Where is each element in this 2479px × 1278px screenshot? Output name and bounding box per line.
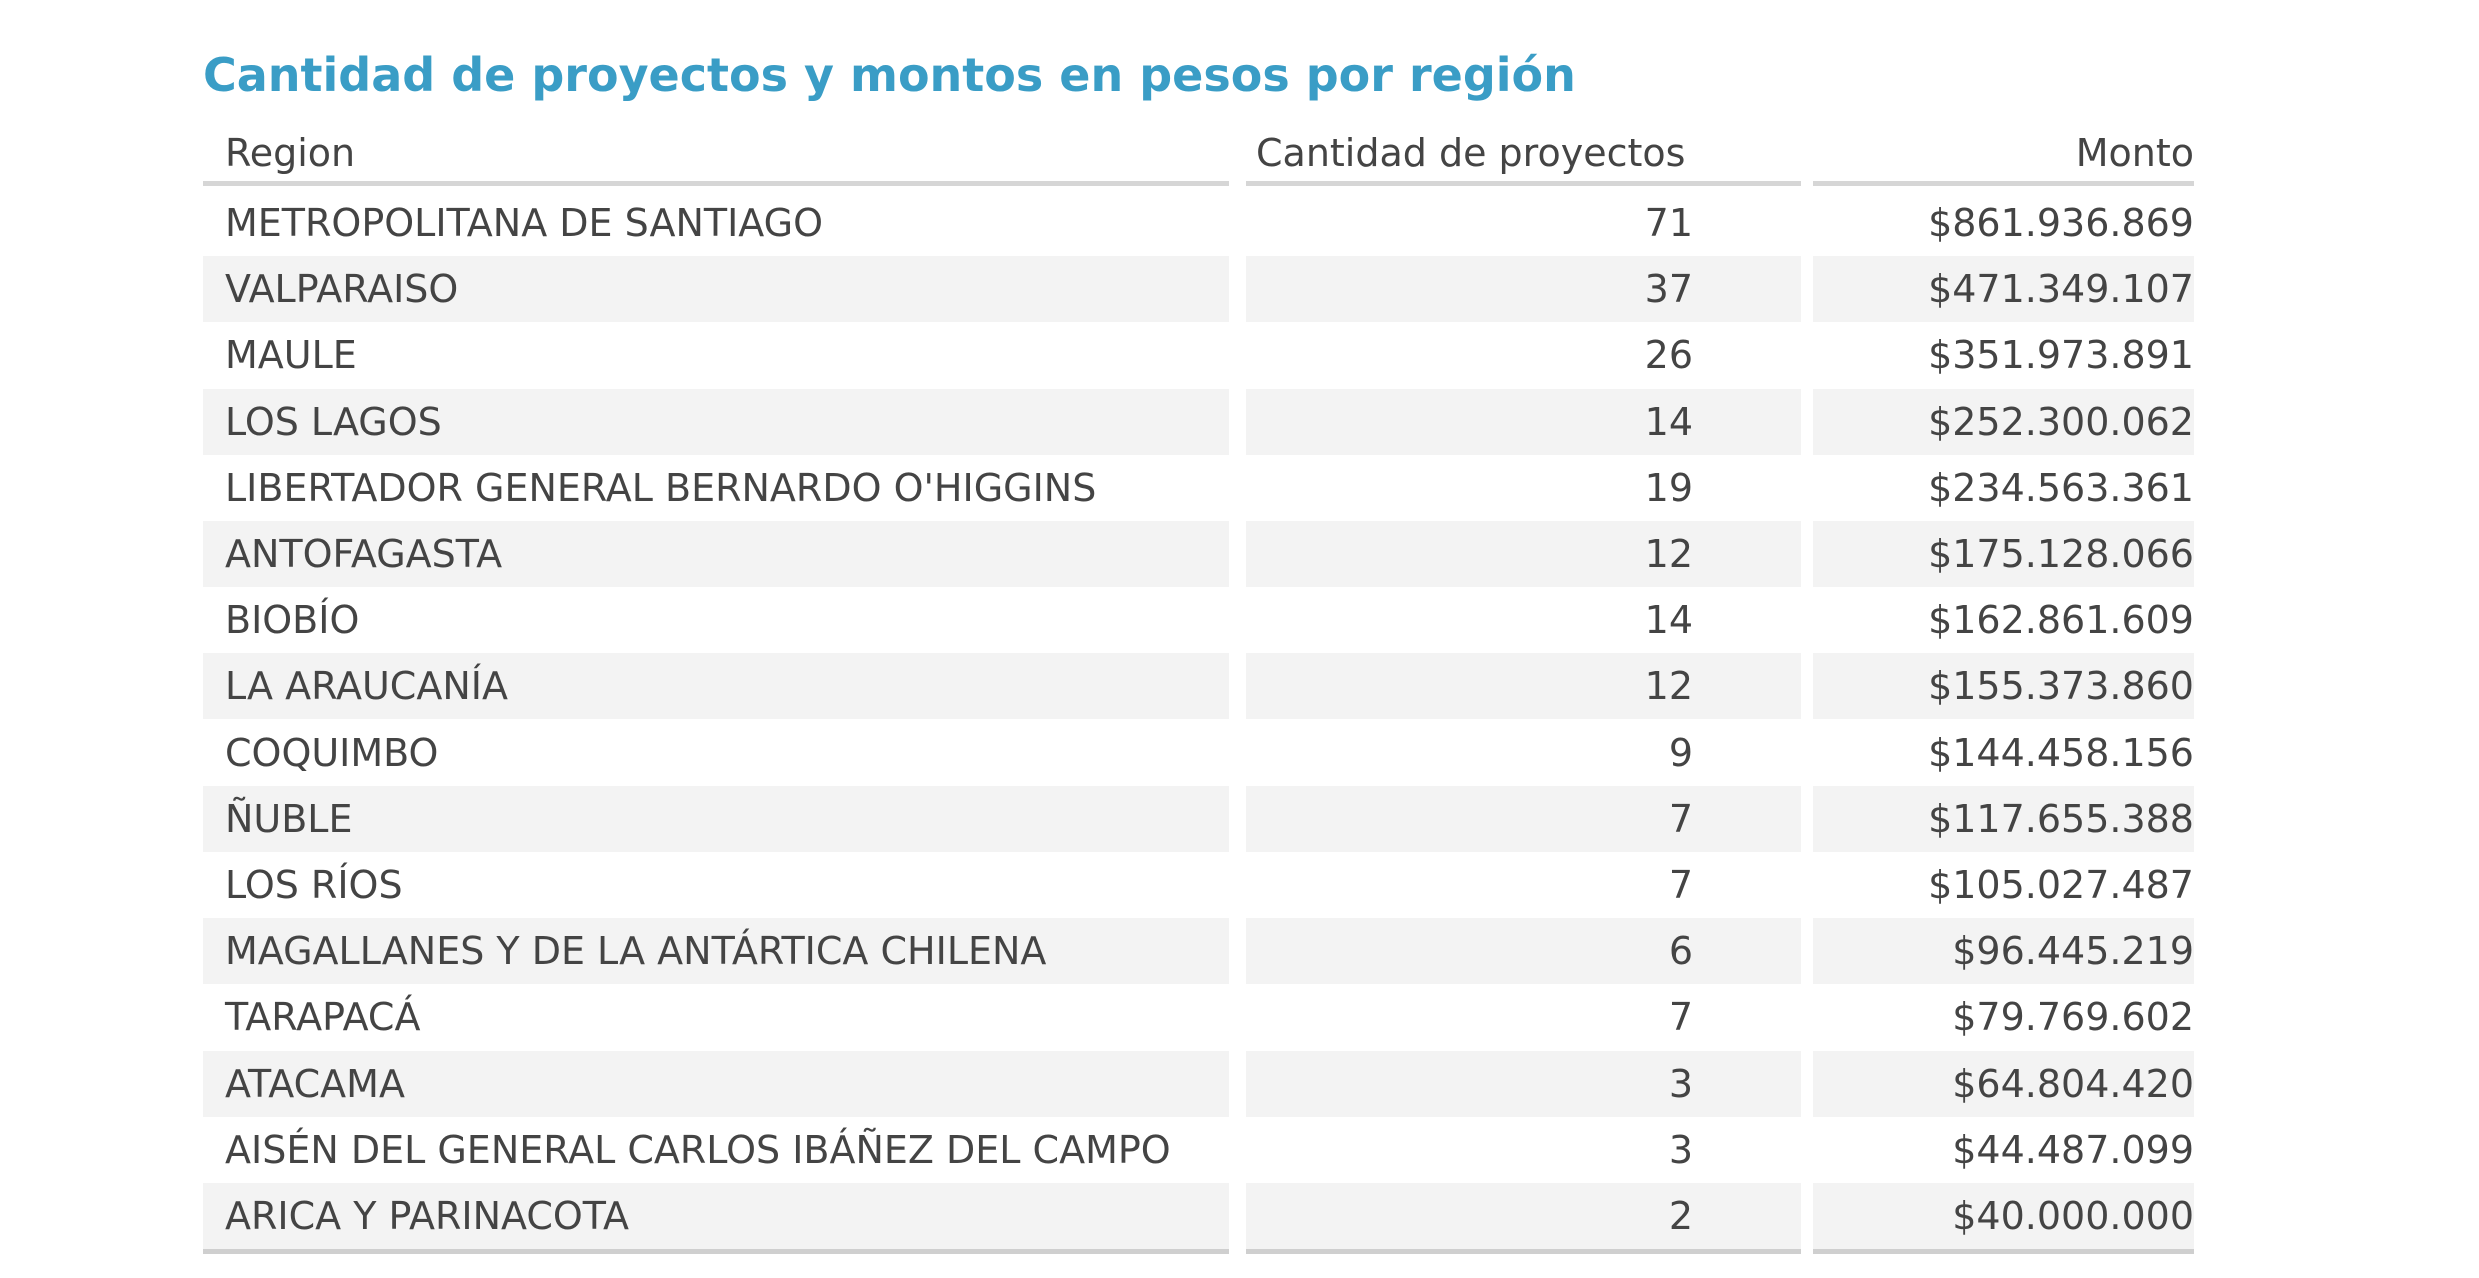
cell-cantidad: 6 — [1246, 918, 1801, 984]
cell-region: ATACAMA — [203, 1051, 1229, 1117]
table-row: TARAPACÁ 7 $79.769.602 — [203, 984, 2194, 1050]
cell-cantidad: 19 — [1644, 466, 1693, 510]
cell-monto: $144.458.156 — [1928, 731, 2194, 775]
cell-region: LA ARAUCANÍA — [203, 653, 1229, 719]
cell-cantidad: 26 — [1644, 333, 1693, 377]
cell-monto: $234.563.361 — [1928, 466, 2194, 510]
cell-cantidad: 14 — [1246, 389, 1801, 455]
cell-cantidad: 3 — [1246, 1051, 1801, 1117]
cell-cantidad: 3 — [1668, 1128, 1693, 1172]
cell-region: VALPARAISO — [203, 256, 1229, 322]
table-row: ANTOFAGASTA 12 $175.128.066 — [203, 521, 2194, 587]
cell-monto: $96.445.219 — [1813, 918, 2194, 984]
header-region: Region — [203, 118, 1229, 186]
cell-region: MAGALLANES Y DE LA ANTÁRTICA CHILENA — [203, 918, 1229, 984]
cell-cantidad: 2 — [1246, 1183, 1801, 1254]
table-row: ARICA Y PARINACOTA 2 $40.000.000 — [203, 1183, 2194, 1254]
cell-monto: $861.936.869 — [1928, 201, 2194, 245]
cell-region: ANTOFAGASTA — [203, 521, 1229, 587]
cell-region: LOS LAGOS — [203, 389, 1229, 455]
cell-region: COQUIMBO — [225, 731, 439, 775]
cell-cantidad: 7 — [1668, 863, 1693, 907]
cell-region: MAULE — [225, 333, 357, 377]
table-row: MAULE 26 $351.973.891 — [203, 322, 2194, 388]
cell-cantidad: 7 — [1246, 786, 1801, 852]
cell-monto: $351.973.891 — [1928, 333, 2194, 377]
table-row: VALPARAISO 37 $471.349.107 — [203, 256, 2194, 322]
cell-monto: $64.804.420 — [1813, 1051, 2194, 1117]
cell-monto: $44.487.099 — [1952, 1128, 2194, 1172]
table-row: BIOBÍO 14 $162.861.609 — [203, 587, 2194, 653]
cell-monto: $155.373.860 — [1813, 653, 2194, 719]
table-row: AISÉN DEL GENERAL CARLOS IBÁÑEZ DEL CAMP… — [203, 1117, 2194, 1183]
cell-cantidad: 37 — [1246, 256, 1801, 322]
cell-monto: $117.655.388 — [1813, 786, 2194, 852]
cell-region: BIOBÍO — [225, 598, 360, 642]
cell-region: METROPOLITANA DE SANTIAGO — [225, 201, 823, 245]
table-title: Cantidad de proyectos y montos en pesos … — [203, 48, 1576, 102]
cell-monto: $175.128.066 — [1813, 521, 2194, 587]
cell-region: LIBERTADOR GENERAL BERNARDO O'HIGGINS — [225, 466, 1097, 510]
cell-cantidad: 7 — [1668, 995, 1693, 1039]
cell-cantidad: 12 — [1246, 521, 1801, 587]
table-row: LIBERTADOR GENERAL BERNARDO O'HIGGINS 19 $… — [203, 455, 2194, 521]
table-row: ÑUBLE 7 $117.655.388 — [203, 786, 2194, 852]
cell-cantidad: 71 — [1644, 201, 1693, 245]
cell-monto: $105.027.487 — [1928, 863, 2194, 907]
table-row: MAGALLANES Y DE LA ANTÁRTICA CHILENA 6 $96… — [203, 918, 2194, 984]
cell-cantidad: 12 — [1246, 653, 1801, 719]
table-row: METROPOLITANA DE SANTIAGO 71 $861.936.869 — [203, 190, 2194, 256]
table-row: LOS RÍOS 7 $105.027.487 — [203, 852, 2194, 918]
cell-monto: $162.861.609 — [1928, 598, 2194, 642]
table-row: COQUIMBO 9 $144.458.156 — [203, 720, 2194, 786]
cell-monto: $79.769.602 — [1952, 995, 2194, 1039]
cell-region: ARICA Y PARINACOTA — [203, 1183, 1229, 1254]
header-cantidad: Cantidad de proyectos — [1246, 118, 1801, 186]
cell-region: AISÉN DEL GENERAL CARLOS IBÁÑEZ DEL CAMP… — [225, 1128, 1171, 1172]
cell-cantidad: 9 — [1668, 731, 1693, 775]
table-header: Region Cantidad de proyectos Monto — [203, 118, 2194, 186]
cell-monto: $252.300.062 — [1813, 389, 2194, 455]
cell-monto: $40.000.000 — [1813, 1183, 2194, 1254]
table-row: LA ARAUCANÍA 12 $155.373.860 — [203, 653, 2194, 719]
cell-monto: $471.349.107 — [1813, 256, 2194, 322]
table-row: LOS LAGOS 14 $252.300.062 — [203, 389, 2194, 455]
header-monto: Monto — [1813, 118, 2194, 186]
table-row: ATACAMA 3 $64.804.420 — [203, 1051, 2194, 1117]
cell-region: ÑUBLE — [203, 786, 1229, 852]
cell-region: LOS RÍOS — [225, 863, 403, 907]
cell-region: TARAPACÁ — [225, 995, 421, 1039]
cell-cantidad: 14 — [1644, 598, 1693, 642]
